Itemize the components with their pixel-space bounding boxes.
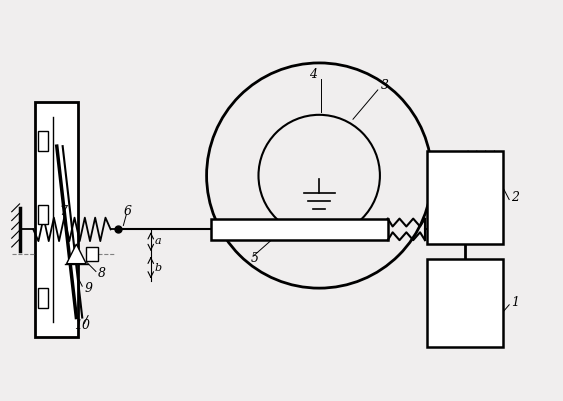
Text: 6: 6 xyxy=(123,205,131,218)
Bar xyxy=(212,219,388,240)
Text: 7: 7 xyxy=(60,205,68,218)
Bar xyxy=(86,247,98,261)
Text: 1: 1 xyxy=(511,296,519,309)
Text: 5: 5 xyxy=(251,252,258,265)
Text: 8: 8 xyxy=(98,267,106,280)
Text: a: a xyxy=(155,236,162,246)
Text: 10: 10 xyxy=(74,319,91,332)
Text: 2: 2 xyxy=(511,191,519,204)
Bar xyxy=(38,132,48,151)
Polygon shape xyxy=(66,244,86,264)
Text: 4: 4 xyxy=(310,68,318,81)
Text: 9: 9 xyxy=(84,282,92,295)
Bar xyxy=(38,288,48,308)
Bar xyxy=(427,151,503,244)
Bar xyxy=(427,259,503,347)
Bar xyxy=(35,102,78,337)
Text: b: b xyxy=(155,263,162,273)
Text: 3: 3 xyxy=(381,79,389,92)
Bar xyxy=(38,205,48,225)
